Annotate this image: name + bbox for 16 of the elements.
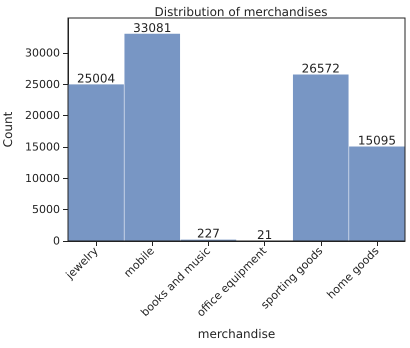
data-label: 227 (196, 226, 220, 241)
data-label: 33081 (133, 20, 172, 35)
y-tick-label: 5000 (32, 203, 60, 216)
y-tick-label: 15000 (25, 140, 60, 154)
data-label: 21 (256, 228, 272, 242)
chart-title: Distribution of merchandises (154, 5, 328, 19)
y-tick-label: 10000 (25, 172, 60, 185)
data-label: 15095 (358, 133, 396, 148)
y-tick-label: 20000 (25, 109, 60, 122)
y-axis-title: Count (1, 111, 16, 148)
y-tick-label: 0 (53, 234, 60, 248)
x-axis-title: merchandise (198, 327, 276, 341)
y-tick-label: 30000 (25, 46, 60, 60)
data-label: 26572 (302, 62, 340, 76)
data-label: 25004 (76, 71, 116, 86)
y-tick-label: 25000 (25, 78, 60, 91)
